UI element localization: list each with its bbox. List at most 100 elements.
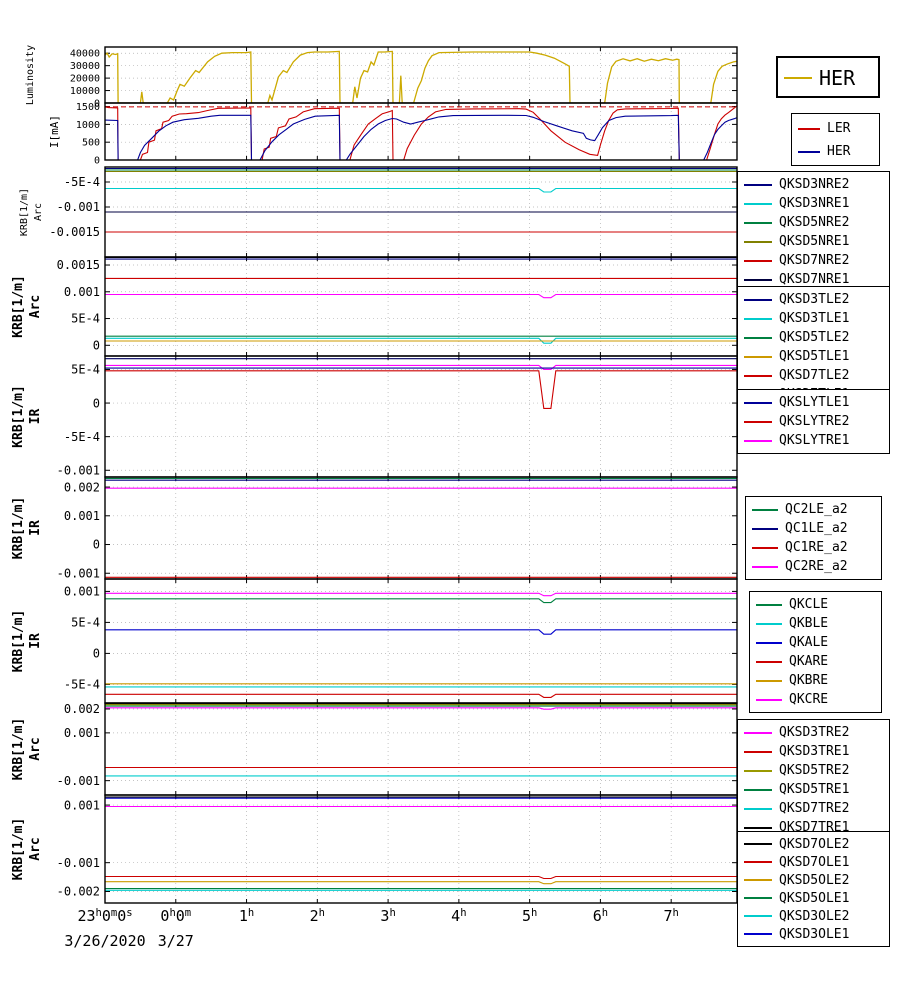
legend-qksd-nre: QKSD3NRE2 QKSD3NRE1 QKSD5NRE2 QKSD5NRE1 QKSD… (737, 171, 890, 293)
legend-line-swatch (756, 679, 782, 682)
y-tick-label: 5E-4 (71, 363, 100, 377)
legend-line-swatch (756, 641, 782, 644)
series-HER-luminosity (105, 50, 737, 103)
legend-label: QC1LE_a2 (785, 521, 848, 536)
legend-entry: HER (778, 61, 878, 94)
legend-line-swatch (744, 807, 772, 810)
tspan-element: s (126, 907, 132, 919)
y-tick-label: 0.001 (64, 285, 100, 299)
legend-entry: QKBRE (750, 671, 881, 690)
tspan-element: m (185, 907, 191, 919)
legend-qk-ir: QKCLE QKBLE QKALE QKARE QKBRE QKCRE (749, 591, 882, 713)
legend-label: QKBRE (789, 673, 829, 688)
tspan-element: 23 (77, 907, 95, 925)
legend-entry: QKCLE (750, 595, 881, 614)
tspan-element: h (248, 907, 254, 919)
tspan-element: 5 (522, 907, 531, 925)
tspan-element: h (169, 907, 175, 919)
tspan-element: 3 (158, 932, 167, 950)
legend-entry: QKSD3NRE2 (738, 175, 889, 194)
y-axis-label: KRB[1/m] (19, 188, 30, 236)
legend-label: QKSD3TLE2 (779, 292, 850, 307)
legend-entry: QKSD5TRE2 (738, 761, 889, 780)
tspan-element: h (602, 907, 608, 919)
legend-label: QKSD3NRE1 (779, 196, 850, 211)
x-tick-label: 7h (664, 907, 679, 925)
tspan-element: 4 (451, 907, 460, 925)
legend-entry: QKSD7TRE2 (738, 799, 889, 818)
legend-line-swatch (744, 298, 772, 301)
panel-beam-current: 1500 1000 500 0 I[mA] (48, 102, 738, 167)
legend-label: QKALE (789, 635, 829, 650)
legend-line-swatch (744, 401, 772, 404)
legend-entry: QKSD7NRE1 (738, 270, 889, 289)
legend-line-swatch (744, 221, 772, 224)
legend-entry: QKSD3OLE1 (738, 925, 889, 943)
legend-label: QKSD5TRE1 (779, 782, 850, 797)
panel-ir-qc: 0.002 0.001 0 -0.001 KRB[1/m] IR (11, 476, 738, 580)
legend-label: QKSD7NRE1 (779, 272, 850, 287)
series-QKSD3TRE2 (105, 707, 737, 710)
panel-frame (104, 794, 738, 904)
legend-line-swatch (744, 788, 772, 791)
panel-frame (104, 46, 738, 104)
legend-line-swatch (752, 565, 778, 568)
panel-arc-ole: 0.001 -0.001 -0.002 KRB[1/m] Arc (11, 794, 738, 904)
legend-qc-ir: QC2LE_a2 QC1LE_a2 QC1RE_a2 QC2RE_a2 (745, 496, 882, 580)
series-QKALE (105, 629, 737, 635)
y-tick-label: 0 (93, 338, 100, 352)
y-tick-label: 0 (94, 99, 100, 110)
y-tick-label: 0.001 (64, 585, 100, 599)
legend-line-swatch (744, 183, 772, 186)
x-axis-labels: 23h0m0s 0h0m 1h 2h 3h 4h 5h 6h 7h3/26/2020 3/27 (64, 907, 679, 950)
legend-line-swatch (744, 861, 772, 863)
legend-entry: QKARE (750, 652, 881, 671)
legend-entry: QKSD3TLE2 (738, 290, 889, 309)
x-tick-label: 0h0m (160, 907, 191, 925)
x-tick-label: 5h (522, 907, 537, 925)
tspan-element: 0 (117, 907, 126, 925)
legend-entry: QKSD3OLE2 (738, 907, 889, 925)
legend-entry: QKALE (750, 633, 881, 652)
x-tick-label: 6h (593, 907, 608, 925)
legend-label: QKSD3TLE1 (779, 311, 850, 326)
y-tick-label: 500 (82, 138, 100, 149)
y-axis-label: I[mA] (48, 115, 61, 148)
legend-label: QKSD7NRE2 (779, 253, 850, 268)
legend-line-swatch (744, 317, 772, 320)
y-axis-label: KRB[1/m] (11, 497, 26, 560)
series-QKSLYTRE1 (105, 293, 737, 299)
legend-line-swatch (744, 259, 772, 262)
y-tick-label: 0.001 (64, 726, 100, 740)
x-tick-label: 3h (380, 907, 395, 925)
y-tick-label: -0.001 (57, 566, 100, 580)
legend-label: QKSD5TLE1 (779, 349, 850, 364)
legend-entry: QKSD3TRE2 (738, 723, 889, 742)
y-tick-label: -0.001 (57, 856, 100, 870)
panel-arc-tre: 0.002 0.001 -0.001 KRB[1/m] Arc (11, 702, 738, 796)
series-QKSLYTRE2 (105, 370, 737, 409)
tspan-element: h (460, 907, 466, 919)
y-tick-label: 0.002 (64, 702, 100, 716)
legend-line-swatch (756, 603, 782, 606)
legend-line-swatch (744, 439, 772, 442)
legend-label: QC1RE_a2 (785, 540, 848, 555)
legend-label: QKSLYTRE1 (779, 433, 850, 448)
x-tick-label: 1h (239, 907, 254, 925)
y-tick-label: -0.001 (57, 463, 100, 477)
legend-entry: QKSD5TLE2 (738, 328, 889, 347)
tspan-element: 3 (380, 907, 389, 925)
legend-label: QKSD3TRE2 (779, 725, 850, 740)
tspan-element: / (100, 932, 109, 950)
legend-label: QKSD3TRE1 (779, 744, 850, 759)
tspan-element: 2 (310, 907, 319, 925)
series-QKSD3NRE1 (105, 187, 737, 193)
y-tick-label: -0.001 (57, 200, 100, 214)
legend-label: QKSD7TLE2 (779, 368, 850, 383)
legend-label: QKARE (789, 654, 829, 669)
tspan-element: 2020 (110, 932, 146, 950)
tspan-element: 26 (82, 932, 100, 950)
y-tick-label: 0.002 (64, 480, 100, 494)
